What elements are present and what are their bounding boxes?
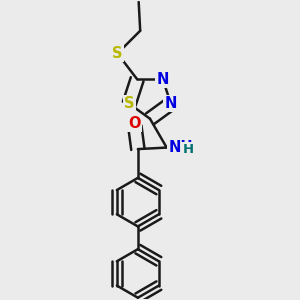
Text: N: N (157, 72, 169, 87)
Text: S: S (112, 46, 123, 61)
Text: S: S (124, 96, 134, 111)
Text: O: O (129, 116, 141, 131)
Text: N: N (165, 96, 177, 111)
Text: H: H (182, 142, 194, 156)
Text: NH: NH (168, 140, 193, 155)
